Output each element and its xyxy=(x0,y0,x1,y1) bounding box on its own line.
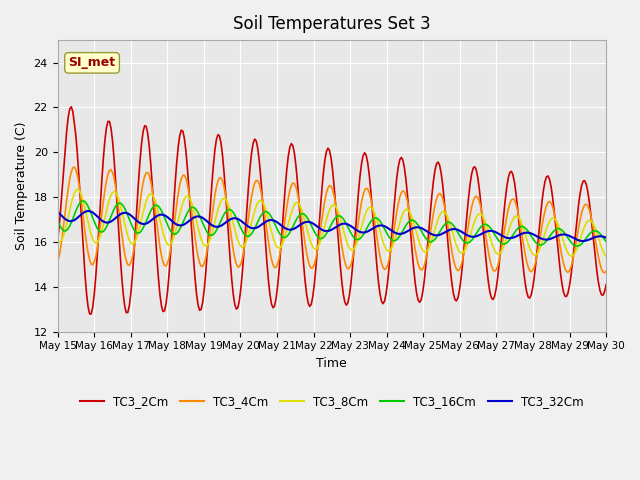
Y-axis label: Soil Temperature (C): Soil Temperature (C) xyxy=(15,121,28,250)
Legend: TC3_2Cm, TC3_4Cm, TC3_8Cm, TC3_16Cm, TC3_32Cm: TC3_2Cm, TC3_4Cm, TC3_8Cm, TC3_16Cm, TC3… xyxy=(76,390,588,413)
Text: SI_met: SI_met xyxy=(68,56,116,69)
Title: Soil Temperatures Set 3: Soil Temperatures Set 3 xyxy=(233,15,431,33)
X-axis label: Time: Time xyxy=(316,357,348,370)
